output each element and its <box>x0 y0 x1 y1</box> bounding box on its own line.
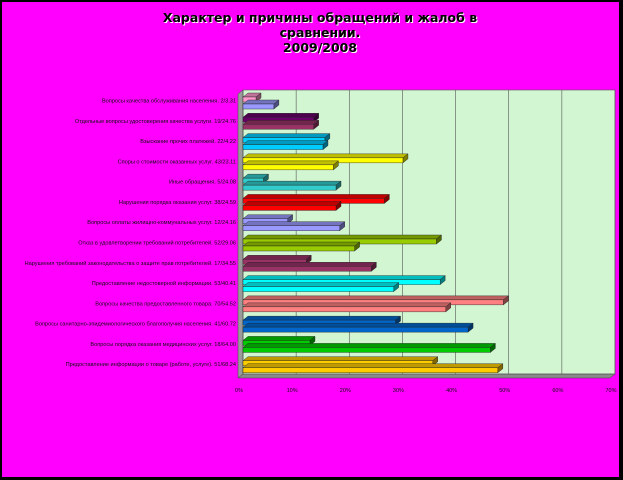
bar-top <box>242 113 320 118</box>
bar-top <box>242 282 400 287</box>
bar <box>242 347 491 353</box>
category-label: Нарушения порядка оказания услуг. 38/24.… <box>119 200 236 206</box>
category-label: Вопросы санитарно-эпидемиологического бл… <box>35 322 236 328</box>
category-label: Отдельные вопросы удостоверения качества… <box>75 119 236 125</box>
bar-top <box>242 241 361 247</box>
bar <box>242 266 372 272</box>
plot-floor <box>237 373 616 379</box>
bar-top <box>242 255 312 260</box>
bar <box>242 225 340 231</box>
bar-top <box>242 194 390 199</box>
bar-top <box>242 315 402 321</box>
bar <box>242 367 499 373</box>
bar-top <box>242 322 474 328</box>
bar-top <box>242 363 504 368</box>
bar <box>242 164 334 171</box>
bar <box>242 124 314 130</box>
x-tick-label: 60% <box>552 388 563 394</box>
bar-top <box>242 356 439 361</box>
x-tick-label: 20% <box>340 388 351 394</box>
bar <box>242 306 446 313</box>
bar-top <box>242 336 316 341</box>
bar <box>242 205 337 211</box>
category-label: Споры о стоимости оказанных услуг. 43/23… <box>118 159 236 165</box>
bar-top <box>242 153 409 159</box>
category-label: Иные обращения. 5/24.08 <box>169 180 236 186</box>
bar-top <box>242 133 331 138</box>
x-tick-label: 0% <box>235 388 243 394</box>
x-tick-label: 70% <box>605 388 616 394</box>
bar <box>242 286 394 292</box>
bar-top <box>242 275 446 280</box>
bar-top <box>242 99 280 105</box>
x-tick-label: 40% <box>446 388 457 394</box>
bar-top <box>242 262 377 267</box>
category-label: Вопросы оплаты жилищно-коммунальных услу… <box>87 220 236 226</box>
bar <box>242 184 337 191</box>
category-label: Предоставление информации о товаре (рабо… <box>66 362 236 368</box>
bar-top <box>242 343 496 348</box>
plot-border <box>242 89 616 375</box>
category-label: Взыскание прочих платежей. 22/4.22 <box>140 138 236 145</box>
bar <box>242 245 355 252</box>
bar-top <box>242 201 342 206</box>
bar-top <box>242 302 452 308</box>
chart-title: Характер и причины обращений и жалоб в с… <box>150 10 490 55</box>
plot-side-wall <box>237 89 244 379</box>
bar-top <box>242 180 342 186</box>
bar <box>242 103 275 110</box>
x-tick-label: 30% <box>393 388 404 394</box>
category-label: Отказ в удовлетворении требований потреб… <box>78 240 236 247</box>
bar-top <box>242 120 320 125</box>
bar-top <box>242 295 509 301</box>
category-label: Вопросы качества предоставленного товара… <box>95 301 236 307</box>
bar <box>242 144 324 150</box>
bar <box>242 326 469 333</box>
bar-top <box>242 160 339 166</box>
category-label: Вопросы качества обслуживания населения.… <box>102 99 236 105</box>
category-label: Вопросы порядка оказания медицинских усл… <box>90 342 236 348</box>
category-label: Предоставление недостоверной информации.… <box>92 280 236 287</box>
category-label: Нарушения требований законодательства о … <box>25 260 236 267</box>
x-tick-label: 50% <box>499 388 510 394</box>
bar-top <box>242 221 346 226</box>
bar-top <box>242 140 329 145</box>
chart-title-line-2: 2009/2008 <box>282 40 358 55</box>
x-tick-label: 10% <box>287 388 298 394</box>
chart-title-line-1: Характер и причины обращений и жалоб в с… <box>162 10 478 40</box>
bar-top <box>242 234 443 240</box>
bar-top <box>242 214 294 219</box>
